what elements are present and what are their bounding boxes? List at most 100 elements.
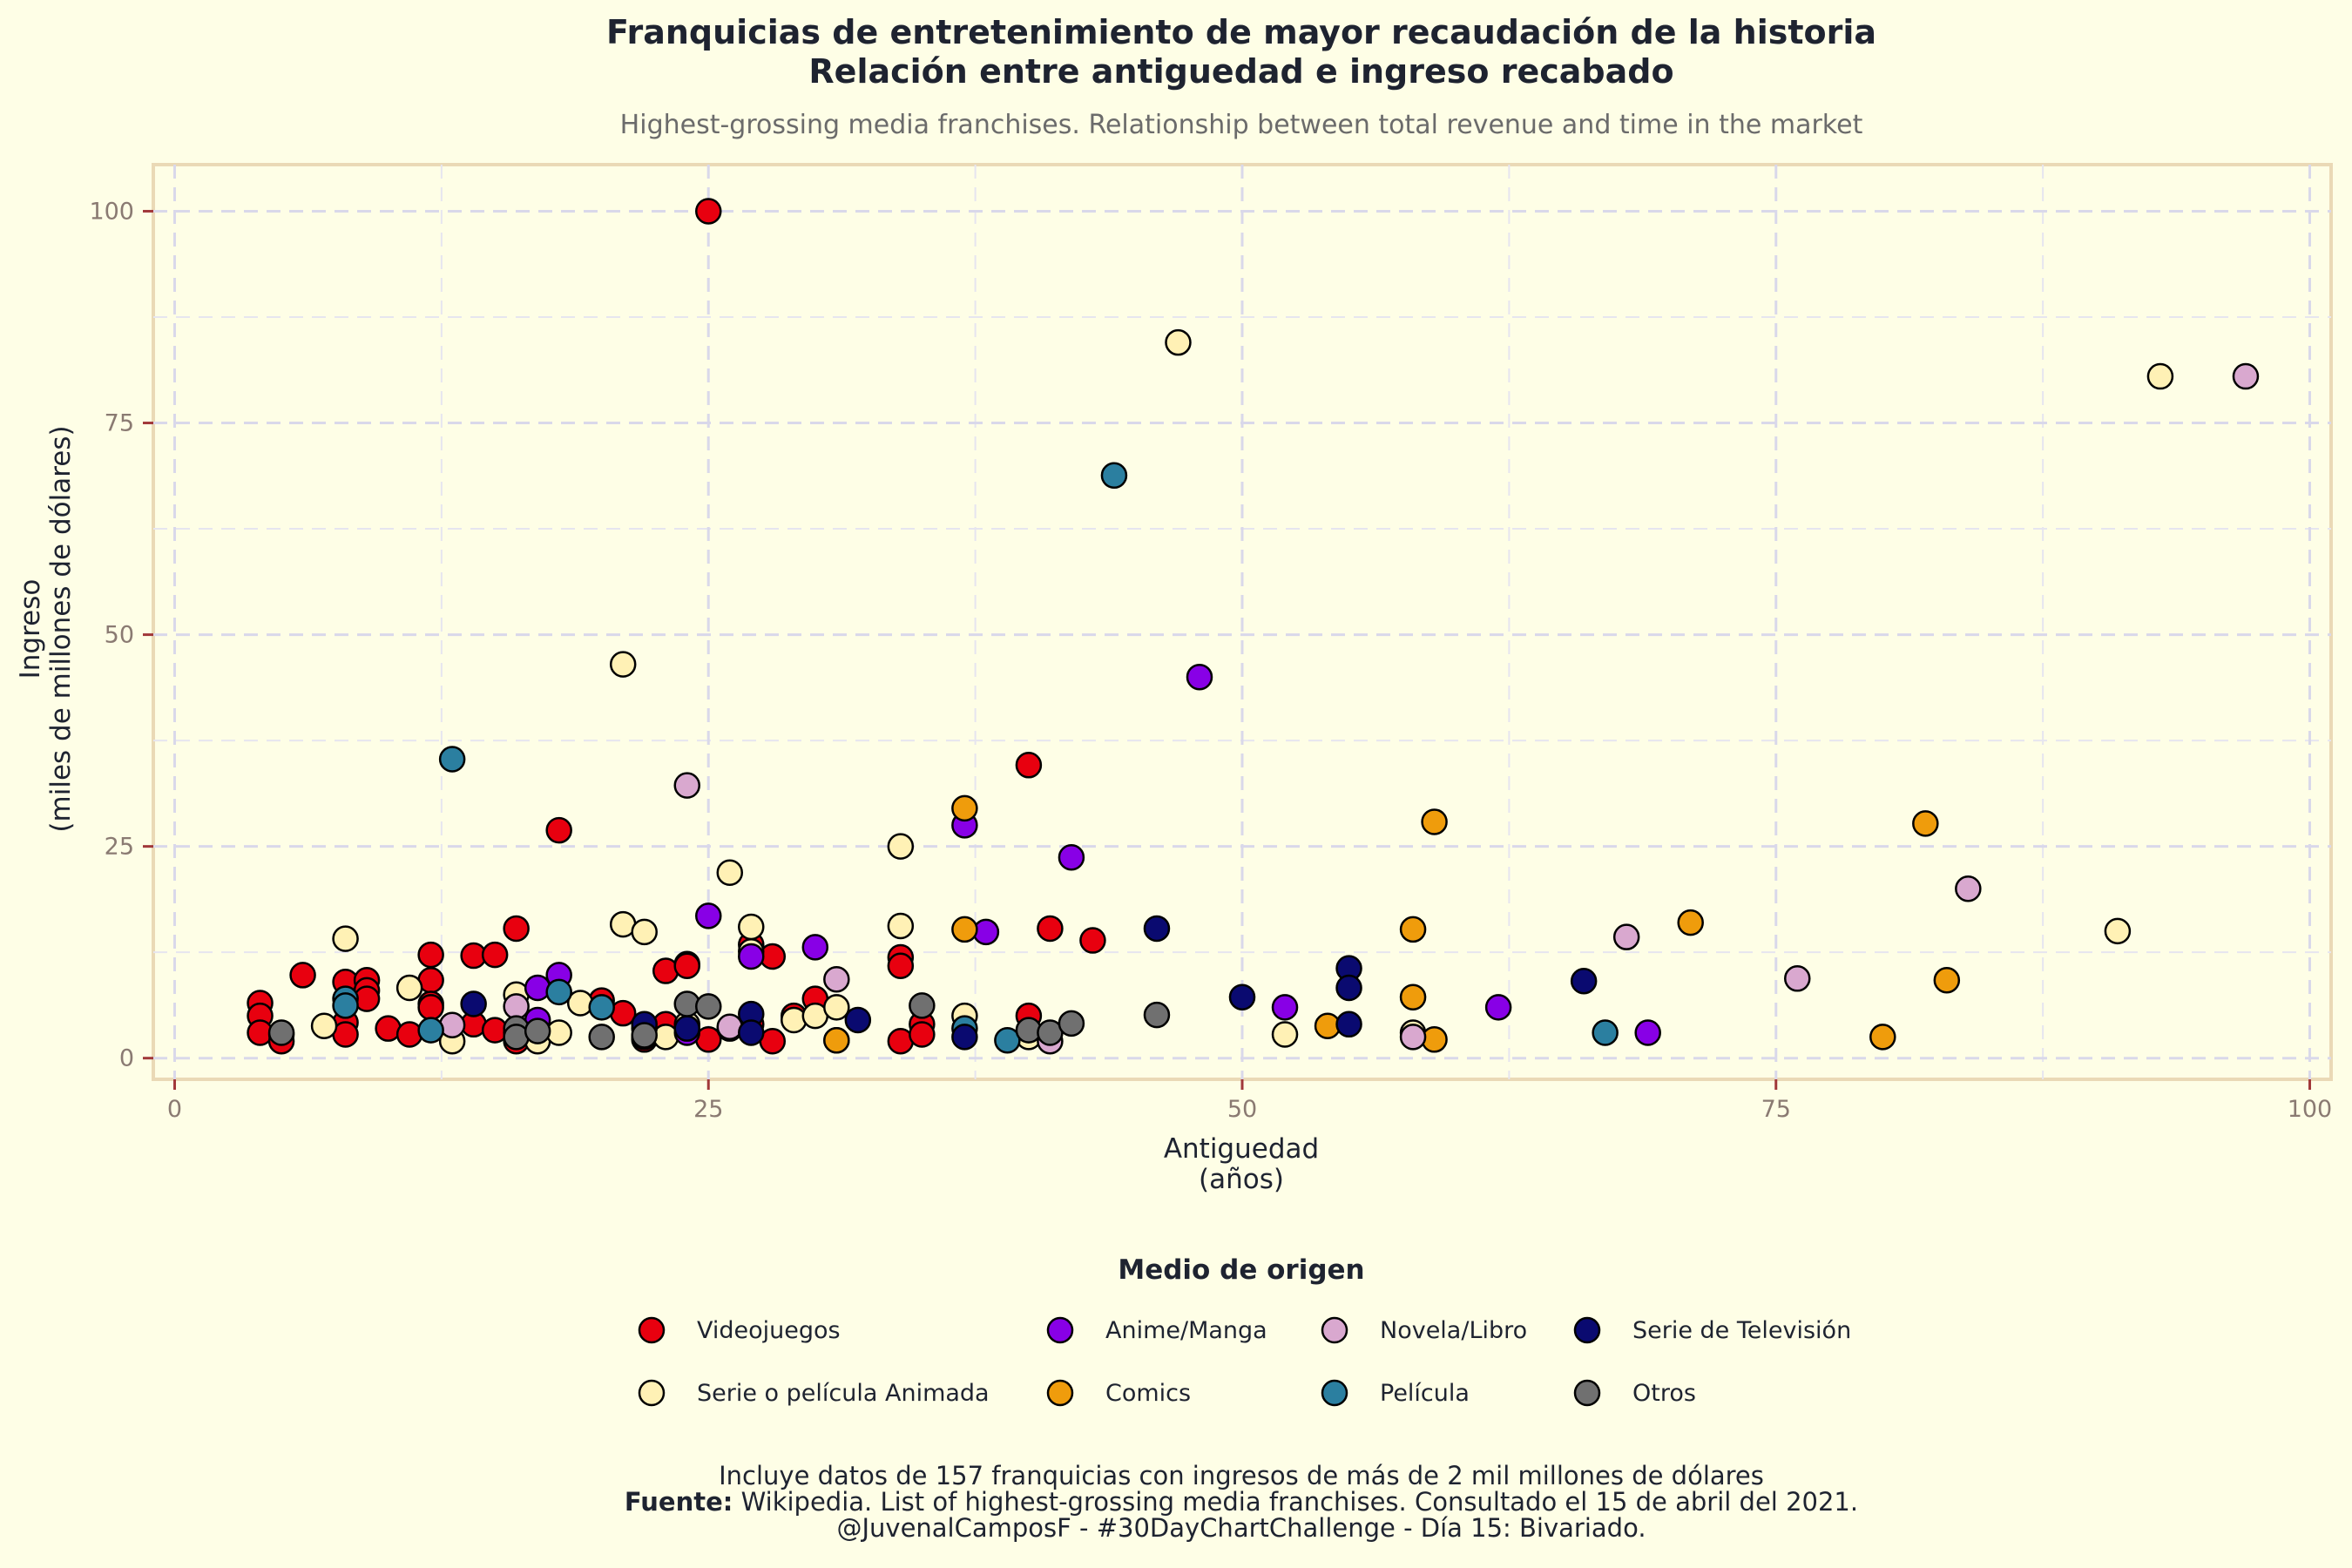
chart-title-line-1: Franquicias de entretenimiento de mayor … <box>606 13 1876 51</box>
point-novela-libro <box>673 772 700 799</box>
point-comics <box>1912 810 1939 837</box>
point-anime-manga <box>1484 994 1512 1021</box>
point-serie-de-television <box>738 1019 765 1046</box>
point-videojuegos <box>417 994 444 1021</box>
point-otros <box>631 1022 658 1049</box>
point-anime-manga <box>695 902 722 929</box>
caption-source-text: Wikipedia. List of highest-grossing medi… <box>733 1487 1858 1517</box>
y-tick-label: 50 <box>105 622 134 649</box>
point-novela-libro <box>2232 362 2260 390</box>
point-pelicula <box>588 994 615 1021</box>
legend-key-serie-de-television <box>1573 1316 1601 1344</box>
point-serie-o-pelicula-animada <box>738 913 765 941</box>
point-videojuegos <box>545 816 572 844</box>
legend-key-otros <box>1573 1379 1601 1407</box>
axis-ticks: 0 25 50 75 100 0 25 50 75 100 <box>89 198 2332 1123</box>
point-serie-de-television <box>1143 915 1171 943</box>
point-pelicula <box>545 978 572 1006</box>
legend-label-serie-de-television: Serie de Televisión <box>1632 1317 1851 1344</box>
point-videojuegos <box>1037 915 1064 943</box>
x-tick-label: 0 <box>167 1096 182 1123</box>
point-otros <box>909 992 936 1019</box>
legend-title: Medio de origen <box>1118 1254 1364 1286</box>
legend: Videojuegos Anime/Manga Novela/Libro Serie … <box>638 1316 1851 1407</box>
point-comics <box>823 1027 850 1054</box>
point-videojuegos <box>695 198 722 225</box>
point-novela-libro <box>1955 875 1982 902</box>
point-anime-manga <box>1058 844 1085 871</box>
point-videojuegos <box>395 1021 423 1048</box>
point-videojuegos <box>1079 927 1106 954</box>
point-otros <box>1058 1010 1085 1037</box>
chart-title-line-2: Relación entre antiguedad e ingreso reca… <box>808 52 1673 91</box>
point-videojuegos <box>1015 752 1043 779</box>
point-serie-de-television <box>1335 974 1362 1002</box>
y-tick-label: 100 <box>89 198 134 225</box>
point-anime-manga <box>801 934 829 961</box>
point-serie-o-pelicula-animada <box>631 918 658 946</box>
data-points <box>247 198 2260 1055</box>
legend-label-novela-libro: Novela/Libro <box>1380 1317 1527 1344</box>
point-serie-o-pelicula-animada <box>332 925 359 952</box>
legend-label-otros: Otros <box>1632 1380 1696 1407</box>
caption-line-3: @JuvenalCamposF - #30DayChartChallenge -… <box>836 1513 1646 1543</box>
point-novela-libro <box>823 966 850 993</box>
point-otros <box>1143 1001 1171 1029</box>
point-serie-de-television <box>1335 1010 1362 1038</box>
point-serie-de-television <box>951 1024 978 1051</box>
point-novela-libro <box>1399 1024 1427 1051</box>
point-otros <box>524 1017 551 1044</box>
point-serie-o-pelicula-animada <box>2104 917 2132 945</box>
point-serie-o-pelicula-animada <box>1271 1021 1299 1048</box>
point-anime-manga <box>738 943 765 970</box>
caption-line-1: Incluye datos de 157 franquicias con ing… <box>719 1461 1764 1490</box>
point-videojuegos <box>673 952 700 979</box>
legend-key-anime-manga <box>1046 1316 1074 1344</box>
y-axis-title-line-1: Ingreso <box>15 579 46 679</box>
caption-source-label: Fuente: <box>625 1487 733 1517</box>
point-comics <box>1399 983 1427 1010</box>
point-pelicula <box>332 992 359 1019</box>
x-tick-label: 50 <box>1227 1096 1257 1123</box>
legend-key-novela-libro <box>1321 1316 1348 1344</box>
legend-label-pelicula: Película <box>1380 1380 1470 1407</box>
point-otros <box>267 1019 295 1046</box>
x-tick-label: 100 <box>2288 1096 2333 1123</box>
point-serie-de-television <box>673 1015 700 1042</box>
point-serie-o-pelicula-animada <box>887 912 915 940</box>
legend-key-pelicula <box>1321 1379 1348 1407</box>
point-anime-manga <box>524 974 551 1002</box>
point-comics <box>1421 808 1448 835</box>
legend-key-serie-o-pelicula-animada <box>638 1379 666 1407</box>
grid-lines <box>153 165 2331 1079</box>
point-serie-o-pelicula-animada <box>310 1012 338 1039</box>
point-serie-o-pelicula-animada <box>887 833 915 860</box>
point-comics <box>951 794 978 822</box>
point-anime-manga <box>1271 994 1299 1021</box>
x-axis-title-line-2: (años) <box>1199 1164 1284 1195</box>
y-tick-label: 0 <box>119 1045 134 1072</box>
y-tick-label: 25 <box>105 834 134 861</box>
point-pelicula <box>417 1017 444 1044</box>
point-anime-manga <box>1186 663 1213 691</box>
point-pelicula <box>1100 462 1128 490</box>
point-serie-de-television <box>844 1006 872 1034</box>
point-pelicula <box>1592 1019 1619 1046</box>
point-videojuegos <box>909 1021 936 1048</box>
point-comics <box>951 916 978 943</box>
legend-key-comics <box>1046 1379 1074 1407</box>
point-serie-o-pelicula-animada <box>781 1006 808 1034</box>
point-serie-o-pelicula-animada <box>395 974 423 1002</box>
y-tick-label: 75 <box>105 410 134 437</box>
point-videojuegos <box>503 915 530 943</box>
point-comics <box>1933 967 1961 994</box>
point-novela-libro <box>503 993 530 1020</box>
point-comics <box>1677 909 1704 936</box>
point-videojuegos <box>481 941 509 969</box>
point-anime-manga <box>1634 1019 1661 1046</box>
chart-subtitle: Highest-grossing media franchises. Relat… <box>620 110 1863 140</box>
point-pelicula <box>438 746 466 773</box>
y-axis-title-line-2: (miles de millones de dólares) <box>45 425 77 832</box>
